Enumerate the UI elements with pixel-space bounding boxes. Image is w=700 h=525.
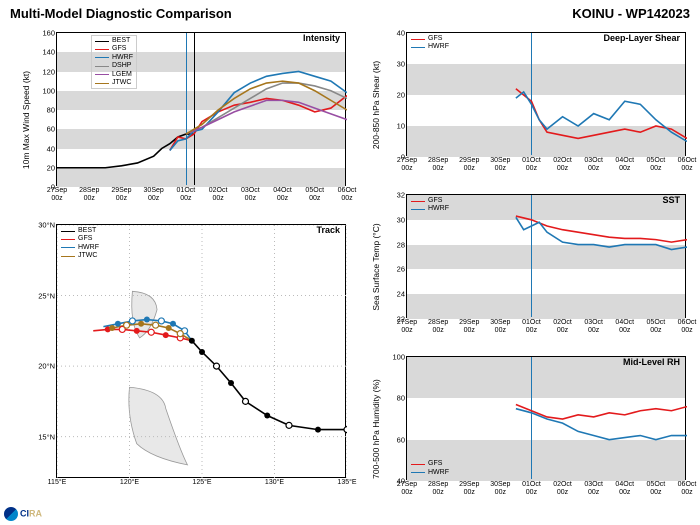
rh-panel: 40608010027Sep00z28Sep00z29Sep00z30Sep00…	[380, 354, 690, 504]
intensity-title: Intensity	[303, 33, 340, 43]
logo: CIRA	[4, 507, 42, 521]
page-title-left: Multi-Model Diagnostic Comparison	[10, 6, 232, 21]
shear-chart: 01020304027Sep00z28Sep00z29Sep00z30Sep00…	[406, 32, 686, 156]
track-panel: 115°E120°E125°E130°E135°E15°N20°N25°N30°…	[30, 222, 350, 502]
rh-chart: 40608010027Sep00z28Sep00z29Sep00z30Sep00…	[406, 356, 686, 480]
track-title: Track	[316, 225, 340, 235]
rh-ylabel: 700-500 hPa Humidity (%)	[371, 379, 381, 479]
sst-ylabel: Sea Surface Temp (°C)	[371, 223, 381, 310]
intensity-chart: 02040608010012014016027Sep00z28Sep00z29S…	[56, 32, 346, 186]
shear-panel: 01020304027Sep00z28Sep00z29Sep00z30Sep00…	[380, 30, 690, 180]
page-title-right: KOINU - WP142023	[572, 6, 690, 21]
sst-panel: 22242628303227Sep00z28Sep00z29Sep00z30Se…	[380, 192, 690, 342]
sst-chart: 22242628303227Sep00z28Sep00z29Sep00z30Se…	[406, 194, 686, 318]
rh-title: Mid-Level RH	[623, 357, 680, 367]
track-chart: 115°E120°E125°E130°E135°E15°N20°N25°N30°…	[56, 224, 346, 478]
noaa-icon	[4, 507, 18, 521]
shear-ylabel: 200-850 hPa Shear (kt)	[371, 61, 381, 149]
shear-title: Deep-Layer Shear	[603, 33, 680, 43]
intensity-ylabel: 10m Max Wind Speed (kt)	[21, 71, 31, 169]
sst-title: SST	[662, 195, 680, 205]
intensity-panel: 02040608010012014016027Sep00z28Sep00z29S…	[30, 30, 350, 210]
